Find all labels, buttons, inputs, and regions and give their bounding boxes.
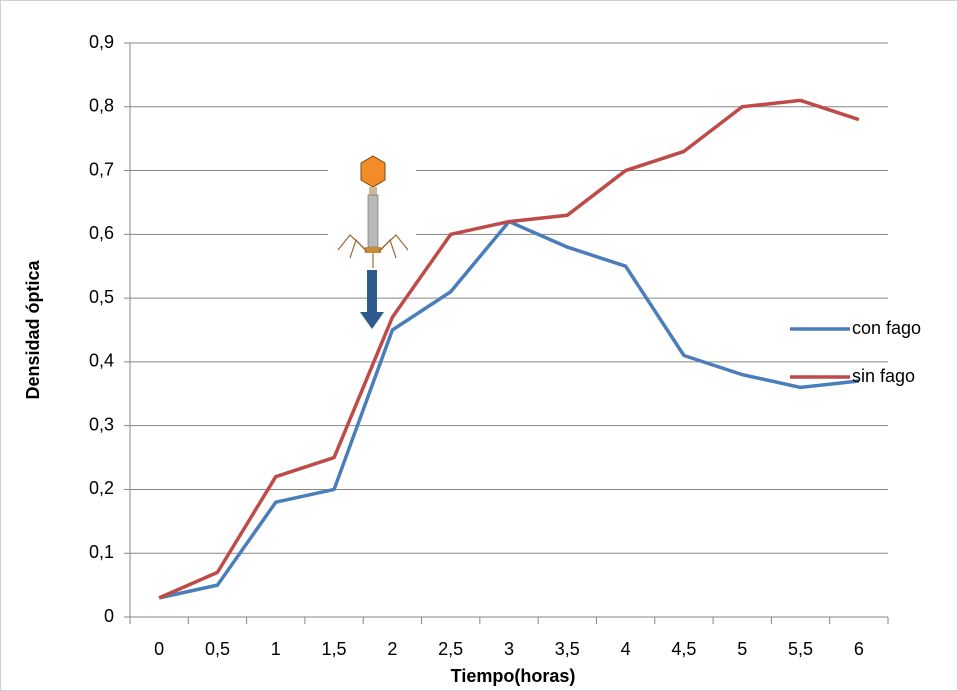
x-tick-label: 1,5: [322, 639, 347, 659]
x-tick-label: 0: [154, 639, 164, 659]
x-tick-label: 1: [271, 639, 281, 659]
legend-label: con fago: [852, 318, 921, 338]
chart: Tiempo(horas) Densidad óptica 0 0,1 0,2 0,3…: [0, 0, 958, 691]
y-tick-label: 0,6: [89, 223, 114, 243]
x-axis-title: Tiempo(horas): [451, 666, 576, 686]
legend-label: sin fago: [852, 366, 915, 386]
y-tick-label: 0,9: [89, 32, 114, 52]
y-tick-label: 0,8: [89, 96, 114, 116]
x-tick-label: 2,5: [438, 639, 463, 659]
x-tick-label: 5: [737, 639, 747, 659]
y-tick-label: 0,7: [89, 159, 114, 179]
y-tick-label: 0,4: [89, 351, 114, 371]
phage-illustration: [328, 150, 416, 270]
x-tick-label: 5,5: [788, 639, 813, 659]
x-tick-label: 0,5: [205, 639, 230, 659]
x-tick-label: 4,5: [671, 639, 696, 659]
x-tick-label: 4: [621, 639, 631, 659]
x-tick-label: 6: [854, 639, 864, 659]
y-axis-title: Densidad óptica: [23, 260, 43, 400]
y-tick-label: 0: [104, 606, 114, 626]
y-tick-label: 0,2: [89, 478, 114, 498]
x-tick-label: 2: [387, 639, 397, 659]
y-tick-label: 0,5: [89, 287, 114, 307]
y-tick-label: 0,3: [89, 414, 114, 434]
x-tick-label: 3: [504, 639, 514, 659]
x-tick-label: 3,5: [555, 639, 580, 659]
y-tick-label: 0,1: [89, 542, 114, 562]
